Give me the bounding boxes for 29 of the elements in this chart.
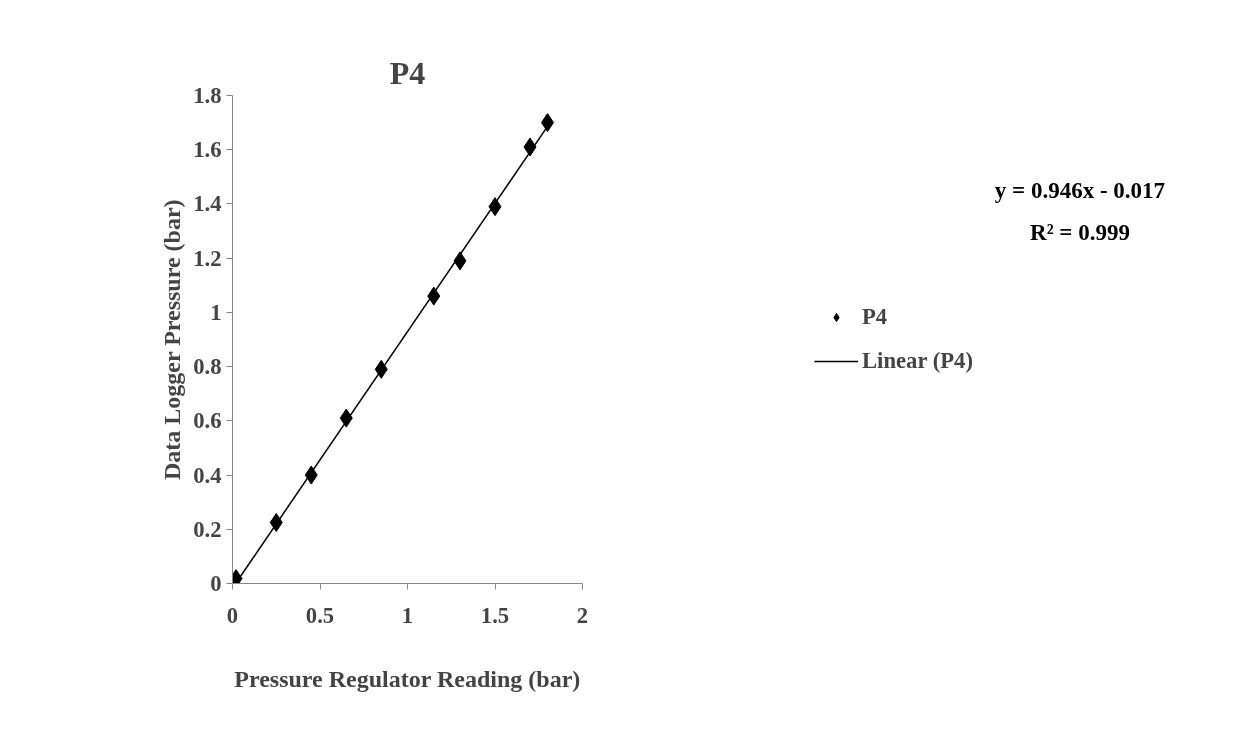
y-tick-label: 0.8 (193, 354, 222, 380)
annotation: R² = 0.999 (1029, 220, 1131, 246)
x-tick-label: 2 (576, 602, 589, 628)
legend-label: P4 (862, 304, 889, 330)
x-tick-label: 0.5 (305, 602, 335, 628)
x-tick-label: 1.5 (480, 602, 510, 628)
point (374, 359, 388, 379)
x-tick-label: 1 (401, 602, 414, 628)
y-axis-title: Data Logger Pressure (bar) (159, 199, 186, 481)
point (453, 251, 467, 271)
point (339, 408, 353, 428)
point (269, 513, 283, 532)
point (304, 465, 318, 485)
x-axis-title: Pressure Regulator Reading (bar) (234, 665, 581, 692)
point (488, 197, 502, 217)
y-tick-label: 0.6 (193, 408, 222, 434)
y-tick-label: 0.2 (193, 516, 222, 542)
y-tick-label: 1.2 (193, 245, 222, 271)
x-tick-label: 0 (226, 602, 239, 628)
y-tick-label: 1 (210, 299, 222, 325)
y-tick-label: 0 (210, 571, 222, 596)
annotation: y = 0.946x - 0.017 (993, 178, 1167, 204)
y-tick-label: 1.8 (193, 83, 222, 108)
y-tick-label: 1.6 (193, 137, 222, 163)
chart-title: P4 (389, 54, 426, 91)
y-tick-label: 1.4 (193, 191, 222, 217)
y-tick-label: 0.4 (193, 462, 222, 488)
point (427, 286, 441, 306)
legend-label: Linear (P4) (862, 348, 974, 374)
